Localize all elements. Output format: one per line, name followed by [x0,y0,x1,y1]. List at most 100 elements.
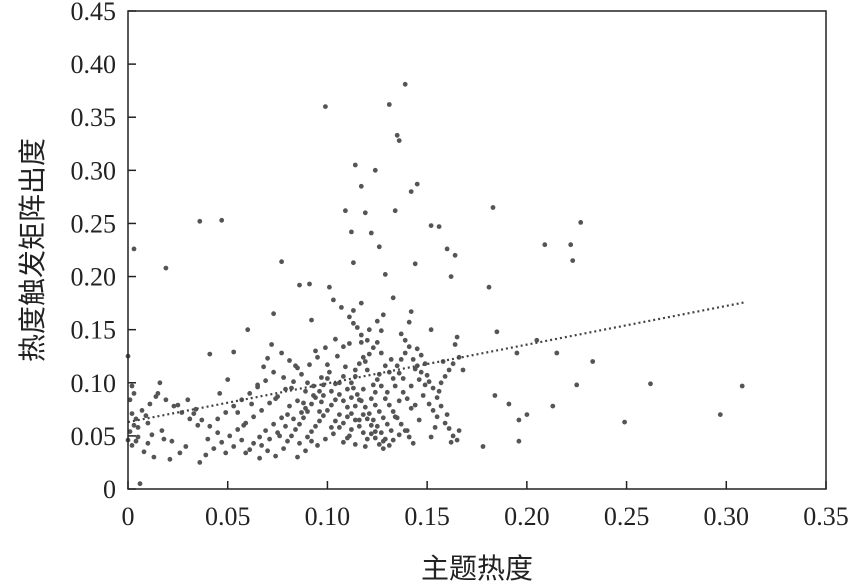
data-point [345,404,350,410]
data-point [163,265,169,271]
data-point [394,415,400,421]
data-point [317,409,322,414]
data-point [175,402,181,408]
data-point [333,397,338,403]
data-point [231,349,237,355]
data-point [351,320,356,326]
data-point [183,444,189,449]
data-point [337,392,342,397]
data-point [313,395,318,400]
data-point [343,208,348,214]
data-point [243,450,249,456]
data-point [291,416,296,422]
data-point [408,189,414,195]
data-point [347,433,352,439]
data-point [249,401,255,407]
data-point [285,412,290,417]
data-point [205,436,211,442]
data-point [390,409,396,414]
y-tick-label: 0.15 [71,316,117,345]
data-point [279,415,284,421]
data-point [199,417,205,423]
data-point [323,104,328,109]
x-tick-label: 0.20 [504,502,550,531]
data-point [219,217,225,223]
data-point [341,420,346,426]
data-point [352,442,358,447]
data-point [245,327,251,333]
data-point [400,376,406,381]
data-point [223,410,229,415]
data-point [151,454,157,460]
data-point [227,433,233,439]
data-point [267,400,272,406]
data-point [139,408,145,413]
data-point [396,138,402,144]
data-point [376,244,382,250]
data-point [293,427,298,432]
data-point [360,412,366,417]
data-point [161,436,167,442]
data-point [145,420,151,426]
data-point [396,398,402,404]
data-point [327,369,332,375]
data-point [247,391,253,396]
data-point [372,389,378,395]
data-point [460,367,466,373]
data-point [590,359,596,364]
data-point [309,429,314,434]
data-point [354,392,360,397]
data-point [317,388,322,394]
data-point [396,370,402,376]
data-point [420,393,426,398]
data-point [430,385,436,391]
data-point [416,417,422,423]
data-point [378,350,384,356]
data-point [257,455,262,461]
data-point [352,162,358,168]
data-point [382,436,388,442]
data-point [390,295,396,301]
data-point [343,364,348,370]
data-point [648,381,653,387]
data-point [376,442,382,447]
data-point [372,167,378,173]
data-point [271,311,276,317]
data-point [406,319,412,325]
data-point [368,431,374,437]
data-point [309,438,314,444]
data-point [351,308,356,313]
data-point [295,365,300,371]
data-point [438,380,444,386]
data-point [414,181,420,187]
data-point [281,446,286,451]
data-point [486,284,492,290]
data-point [319,375,324,380]
data-point [384,421,390,427]
data-point [347,314,352,320]
data-point [231,403,237,409]
data-point [305,380,310,386]
data-point [358,340,364,345]
data-point [514,350,520,356]
data-point [347,341,352,346]
data-point [432,425,438,430]
data-point [378,430,384,436]
data-point [434,414,440,420]
data-point [372,429,378,434]
data-point [137,481,143,487]
data-point [382,272,388,277]
data-point [362,444,368,449]
x-tick-label: 0.35 [803,502,849,531]
y-axis-title: 热度触发矩阵出度 [16,138,49,362]
data-point [327,284,332,290]
data-point [163,397,169,403]
scatter-points [125,81,745,487]
data-point [307,281,312,287]
data-point [323,345,328,351]
y-tick-label: 0.45 [71,0,117,26]
data-point [450,433,456,439]
data-point [345,414,350,420]
data-point [305,409,310,414]
data-point [337,412,342,417]
